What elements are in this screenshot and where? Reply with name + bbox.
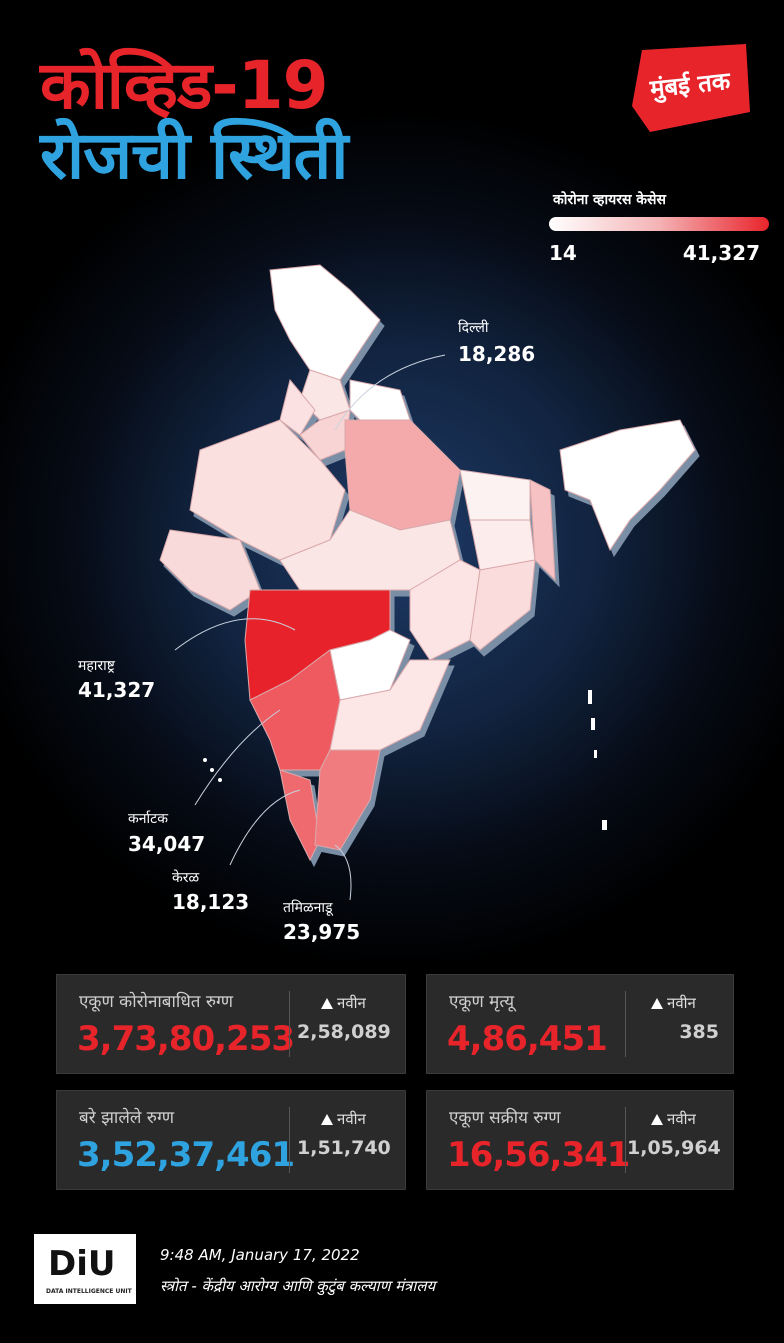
- region-north: [269, 264, 381, 381]
- lakshadweep-island: [218, 778, 222, 782]
- region-tamilnadu: [314, 749, 381, 851]
- stat-active-label: एकूण सक्रीय रुग्ण: [449, 1108, 561, 1128]
- stat-recovered-new-label: नवीन: [321, 1109, 366, 1129]
- stat-deaths-value: 4,86,451: [447, 1019, 608, 1059]
- state-label-tamilnadu: तमिळनाडू: [283, 900, 333, 916]
- diu-logo: DiU DATA INTELLIGENCE UNIT: [34, 1234, 136, 1304]
- legend-max: 41,327: [682, 241, 760, 265]
- up-triangle-icon: [651, 1114, 663, 1125]
- stat-card-active: एकूण सक्रीय रुग्ण 16,56,341 नवीन 1,05,96…: [426, 1090, 734, 1190]
- stat-card-deaths: एकूण मृत्यू 4,86,451 नवीन 385: [426, 974, 734, 1074]
- footer-source: स्त्रोत - केंद्रीय आरोग्य आणि कुटुंब कल्…: [160, 1277, 436, 1295]
- stat-card-recovered: बरे झालेले रुग्ण 3,52,37,461 नवीन 1,51,7…: [56, 1090, 406, 1190]
- card-divider: [289, 991, 290, 1057]
- state-label-kerala: केरळ: [172, 870, 200, 886]
- stat-total-label: एकूण कोरोनाबाधित रुग्ण: [79, 992, 234, 1012]
- stat-active-value: 16,56,341: [447, 1135, 630, 1175]
- andaman-island: [588, 690, 592, 704]
- kerala-leader-line: [229, 789, 301, 866]
- up-triangle-icon: [651, 998, 663, 1009]
- diu-logo-text: DiU: [48, 1244, 116, 1284]
- up-triangle-icon: [321, 1114, 333, 1125]
- page-title: कोव्हिड-19: [40, 47, 329, 124]
- delhi-leader-line: [334, 354, 446, 431]
- stat-active-new-label: नवीन: [651, 1109, 696, 1129]
- state-value-maharashtra: 41,327: [78, 678, 156, 702]
- legend-color-scale: [549, 217, 769, 231]
- stat-recovered-new-value: 1,51,740: [297, 1137, 391, 1159]
- region-bihar: [459, 469, 531, 521]
- region-up: [344, 419, 461, 531]
- region-northeast: [559, 419, 696, 552]
- card-divider: [625, 1107, 626, 1173]
- legend-min: 14: [549, 241, 577, 265]
- stat-total-value: 3,73,80,253: [77, 1019, 295, 1059]
- region-gujarat: [159, 529, 261, 611]
- state-value-delhi: 18,286: [458, 342, 536, 366]
- nicobar-island: [602, 820, 607, 830]
- stat-total-new-value: 2,58,089: [297, 1021, 391, 1043]
- nicobar-island: [594, 750, 597, 758]
- diu-logo-subtext: DATA INTELLIGENCE UNIT: [46, 1288, 132, 1295]
- logo-shape: [632, 44, 750, 132]
- card-divider: [625, 991, 626, 1057]
- stat-recovered-value: 3,52,37,461: [77, 1135, 295, 1175]
- state-value-karnataka: 34,047: [128, 832, 206, 856]
- state-value-tamilnadu: 23,975: [283, 920, 361, 944]
- tamilnadu-leader-line: [334, 844, 352, 900]
- state-label-maharashtra: महाराष्ट्र: [78, 658, 115, 674]
- region-wb: [529, 479, 556, 582]
- state-value-kerala: 18,123: [172, 890, 250, 914]
- stat-active-new-value: 1,05,964: [627, 1137, 721, 1159]
- legend-title: कोरोना व्हायरस केसेस: [553, 192, 666, 208]
- region-kerala: [279, 769, 321, 862]
- up-triangle-icon: [321, 998, 333, 1009]
- stat-card-total: एकूण कोरोनाबाधित रुग्ण 3,73,80,253 नवीन …: [56, 974, 406, 1074]
- state-label-delhi: दिल्ली: [458, 320, 489, 336]
- card-divider: [289, 1107, 290, 1173]
- stat-recovered-label: बरे झालेले रुग्ण: [79, 1108, 175, 1128]
- footer-timestamp: 9:48 AM, January 17, 2022: [160, 1246, 360, 1264]
- karnataka-leader-line: [194, 709, 281, 806]
- stat-deaths-new-label: नवीन: [651, 993, 696, 1013]
- mumbai-tak-logo: मुंबई तक: [628, 42, 752, 134]
- state-label-karnataka: कर्नाटक: [128, 811, 168, 827]
- stat-deaths-label: एकूण मृत्यू: [449, 992, 515, 1012]
- andaman-island: [591, 718, 595, 730]
- region-odisha: [469, 559, 536, 651]
- maharashtra-leader-line: [174, 618, 296, 651]
- lakshadweep-island: [203, 758, 207, 762]
- page-subtitle: रोजची स्थिती: [40, 117, 348, 194]
- india-map: [159, 264, 696, 900]
- lakshadweep-island: [210, 768, 214, 772]
- stat-total-new-label: नवीन: [321, 993, 366, 1013]
- stat-deaths-new-value: 385: [679, 1021, 719, 1043]
